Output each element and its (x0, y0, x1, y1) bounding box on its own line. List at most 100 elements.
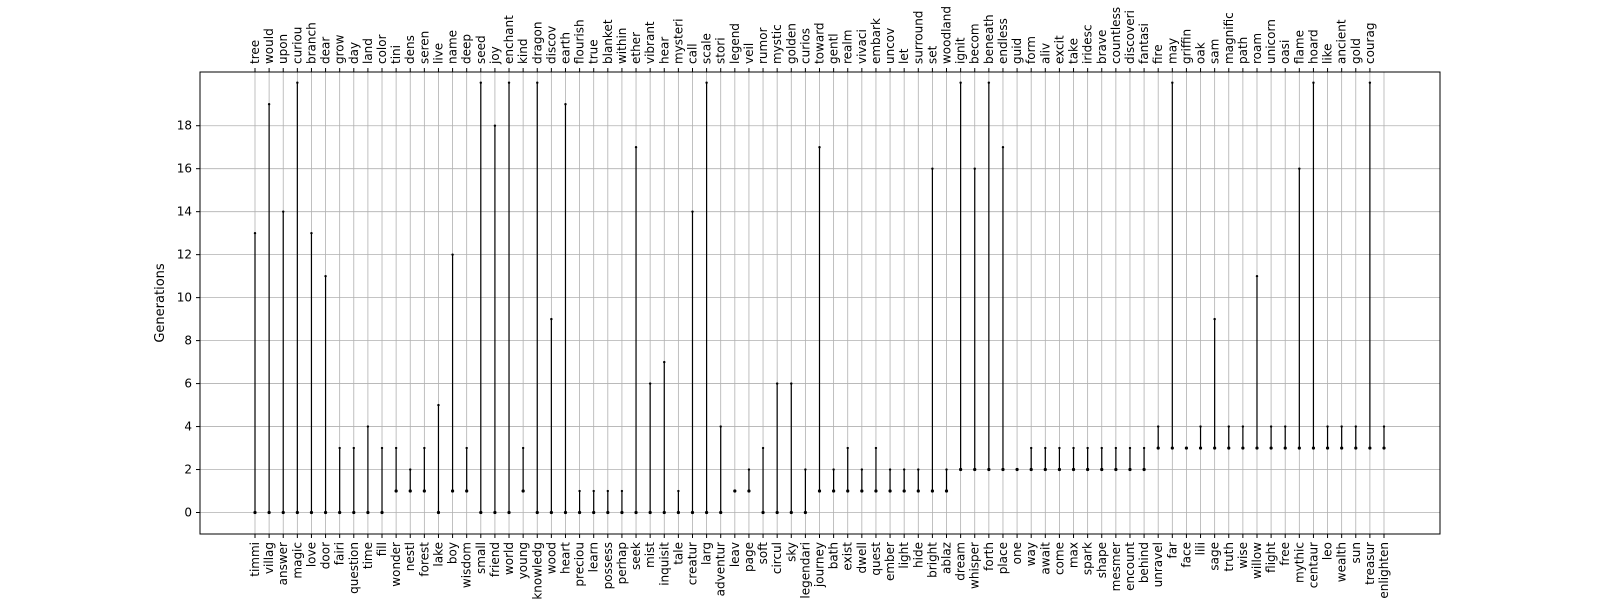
word-span-start-point (648, 510, 652, 515)
x-tick-label-bottom: world (502, 542, 516, 575)
x-tick-label-top: seed (474, 35, 488, 64)
word-span-start-point (973, 467, 977, 472)
word-span-end-point (1044, 446, 1047, 450)
x-tick-label-top: branch (304, 22, 318, 64)
word-span-start-point (1128, 467, 1132, 472)
x-tick-label-top: curiou (290, 27, 304, 64)
word-span-start-point (860, 489, 864, 493)
word-span-end-point (888, 468, 892, 471)
word-span-start-point (366, 510, 370, 515)
x-tick-label-top: blanket (601, 19, 615, 64)
word-span-start-point (295, 510, 299, 515)
x-tick-label-top: deep (460, 34, 474, 64)
word-span-end-point (1171, 81, 1174, 84)
x-axis-top: tree would upon curiou branch dear grow day land… (248, 6, 1377, 72)
x-tick-label-top: fantasi (1137, 23, 1151, 64)
word-span-start-point (436, 510, 441, 515)
word-span-start-point (352, 510, 356, 515)
x-tick-label-bottom: await (1038, 542, 1052, 575)
y-axis-title: Generations (153, 263, 168, 343)
x-tick-label-top: path (1236, 37, 1250, 64)
x-tick-label-bottom: bath (827, 542, 841, 569)
x-tick-label-bottom: spark (1081, 542, 1095, 575)
word-span-start-point (959, 467, 963, 472)
x-tick-label-top: land (361, 38, 375, 64)
word-span-end-point (253, 231, 257, 235)
word-span-end-point (394, 446, 398, 450)
word-span-start-point (338, 510, 342, 515)
word-span-start-point (1255, 446, 1259, 450)
x-tick-label-bottom: preciou (573, 542, 587, 587)
x-tick-label-top: hoard (1306, 29, 1320, 64)
word-span-start-point (267, 510, 271, 515)
word-span-end-point (1382, 425, 1386, 428)
x-tick-label-bottom: young (516, 542, 530, 579)
word-span-end-point (945, 468, 948, 471)
x-tick-label-top: flame (1292, 30, 1306, 64)
word-span-end-point (931, 167, 934, 170)
x-tick-label-bottom: whisper (968, 542, 982, 589)
x-tick-label-top: color (375, 34, 389, 64)
word-span-start-point (662, 510, 666, 515)
word-span-end-point (874, 446, 878, 450)
word-span-start-point (253, 510, 257, 515)
word-span-end-point (380, 446, 384, 450)
x-tick-label-bottom: time (361, 542, 375, 569)
x-tick-label-top: beneath (982, 14, 996, 64)
word-span-start-point (817, 489, 822, 493)
x-tick-label-top: ancient (1335, 19, 1349, 64)
word-span-start-point (747, 489, 751, 493)
x-tick-label-bottom: seek (629, 542, 643, 570)
x-tick-label-bottom: soft (756, 542, 770, 565)
word-span-end-point (1128, 446, 1132, 450)
word-span-start-point (479, 510, 483, 515)
x-tick-label-bottom: door (319, 542, 333, 569)
x-tick-label-top: oasi (1278, 40, 1292, 64)
word-span-start-point (874, 489, 878, 493)
x-tick-label-top: fire (1151, 44, 1165, 64)
x-tick-label-bottom: question (347, 542, 361, 594)
x-tick-label-top: gentl (827, 33, 841, 64)
word-span-start-point (1086, 467, 1090, 472)
word-span-start-point (1283, 446, 1287, 450)
word-span-start-point (803, 510, 807, 515)
word-span-end-point (818, 146, 821, 149)
x-tick-label-bottom: boy (446, 542, 460, 564)
word-span-end-point (267, 103, 271, 106)
x-tick-label-top: live (431, 43, 445, 64)
word-span-end-point (1100, 446, 1103, 450)
x-tick-label-bottom: sky (784, 542, 798, 562)
word-span-end-point (1114, 446, 1118, 450)
x-tick-label-bottom: ember (883, 542, 897, 581)
word-span-start-point (549, 510, 553, 515)
word-span-end-point (521, 446, 525, 450)
word-span-end-point (1157, 425, 1160, 428)
x-tick-label-bottom: free (1278, 542, 1292, 566)
x-tick-label-bottom: treasur (1363, 542, 1377, 585)
x-tick-label-top: set (925, 45, 939, 64)
x-tick-label-top: curios (798, 28, 812, 64)
x-tick-label-bottom: nestl (403, 542, 417, 571)
word-span-end-point (550, 317, 553, 321)
word-span-start-point (719, 510, 723, 515)
word-span-start-point (1213, 446, 1217, 450)
x-tick-label-bottom: page (742, 542, 756, 572)
word-span-start-point (1029, 467, 1033, 472)
word-span-start-point (521, 489, 525, 493)
x-tick-label-top: true (587, 39, 601, 64)
x-tick-label-bottom: sun (1349, 542, 1363, 563)
word-span-start-point (761, 510, 765, 515)
x-tick-label-bottom: fairi (333, 542, 347, 565)
data-marks (253, 81, 1386, 515)
x-tick-label-bottom: come (1052, 542, 1066, 575)
y-tick-label: 10 (177, 291, 192, 305)
x-tick-label-bottom: timmi (248, 542, 262, 577)
x-tick-label-top: form (1024, 36, 1038, 64)
word-span-end-point (663, 360, 666, 364)
x-tick-label-bottom: truth (1222, 542, 1236, 572)
word-span-end-point (465, 446, 468, 450)
x-tick-label-top: earth (558, 32, 572, 64)
word-span-start-point (1368, 446, 1372, 450)
word-span-start-point (1340, 446, 1344, 450)
